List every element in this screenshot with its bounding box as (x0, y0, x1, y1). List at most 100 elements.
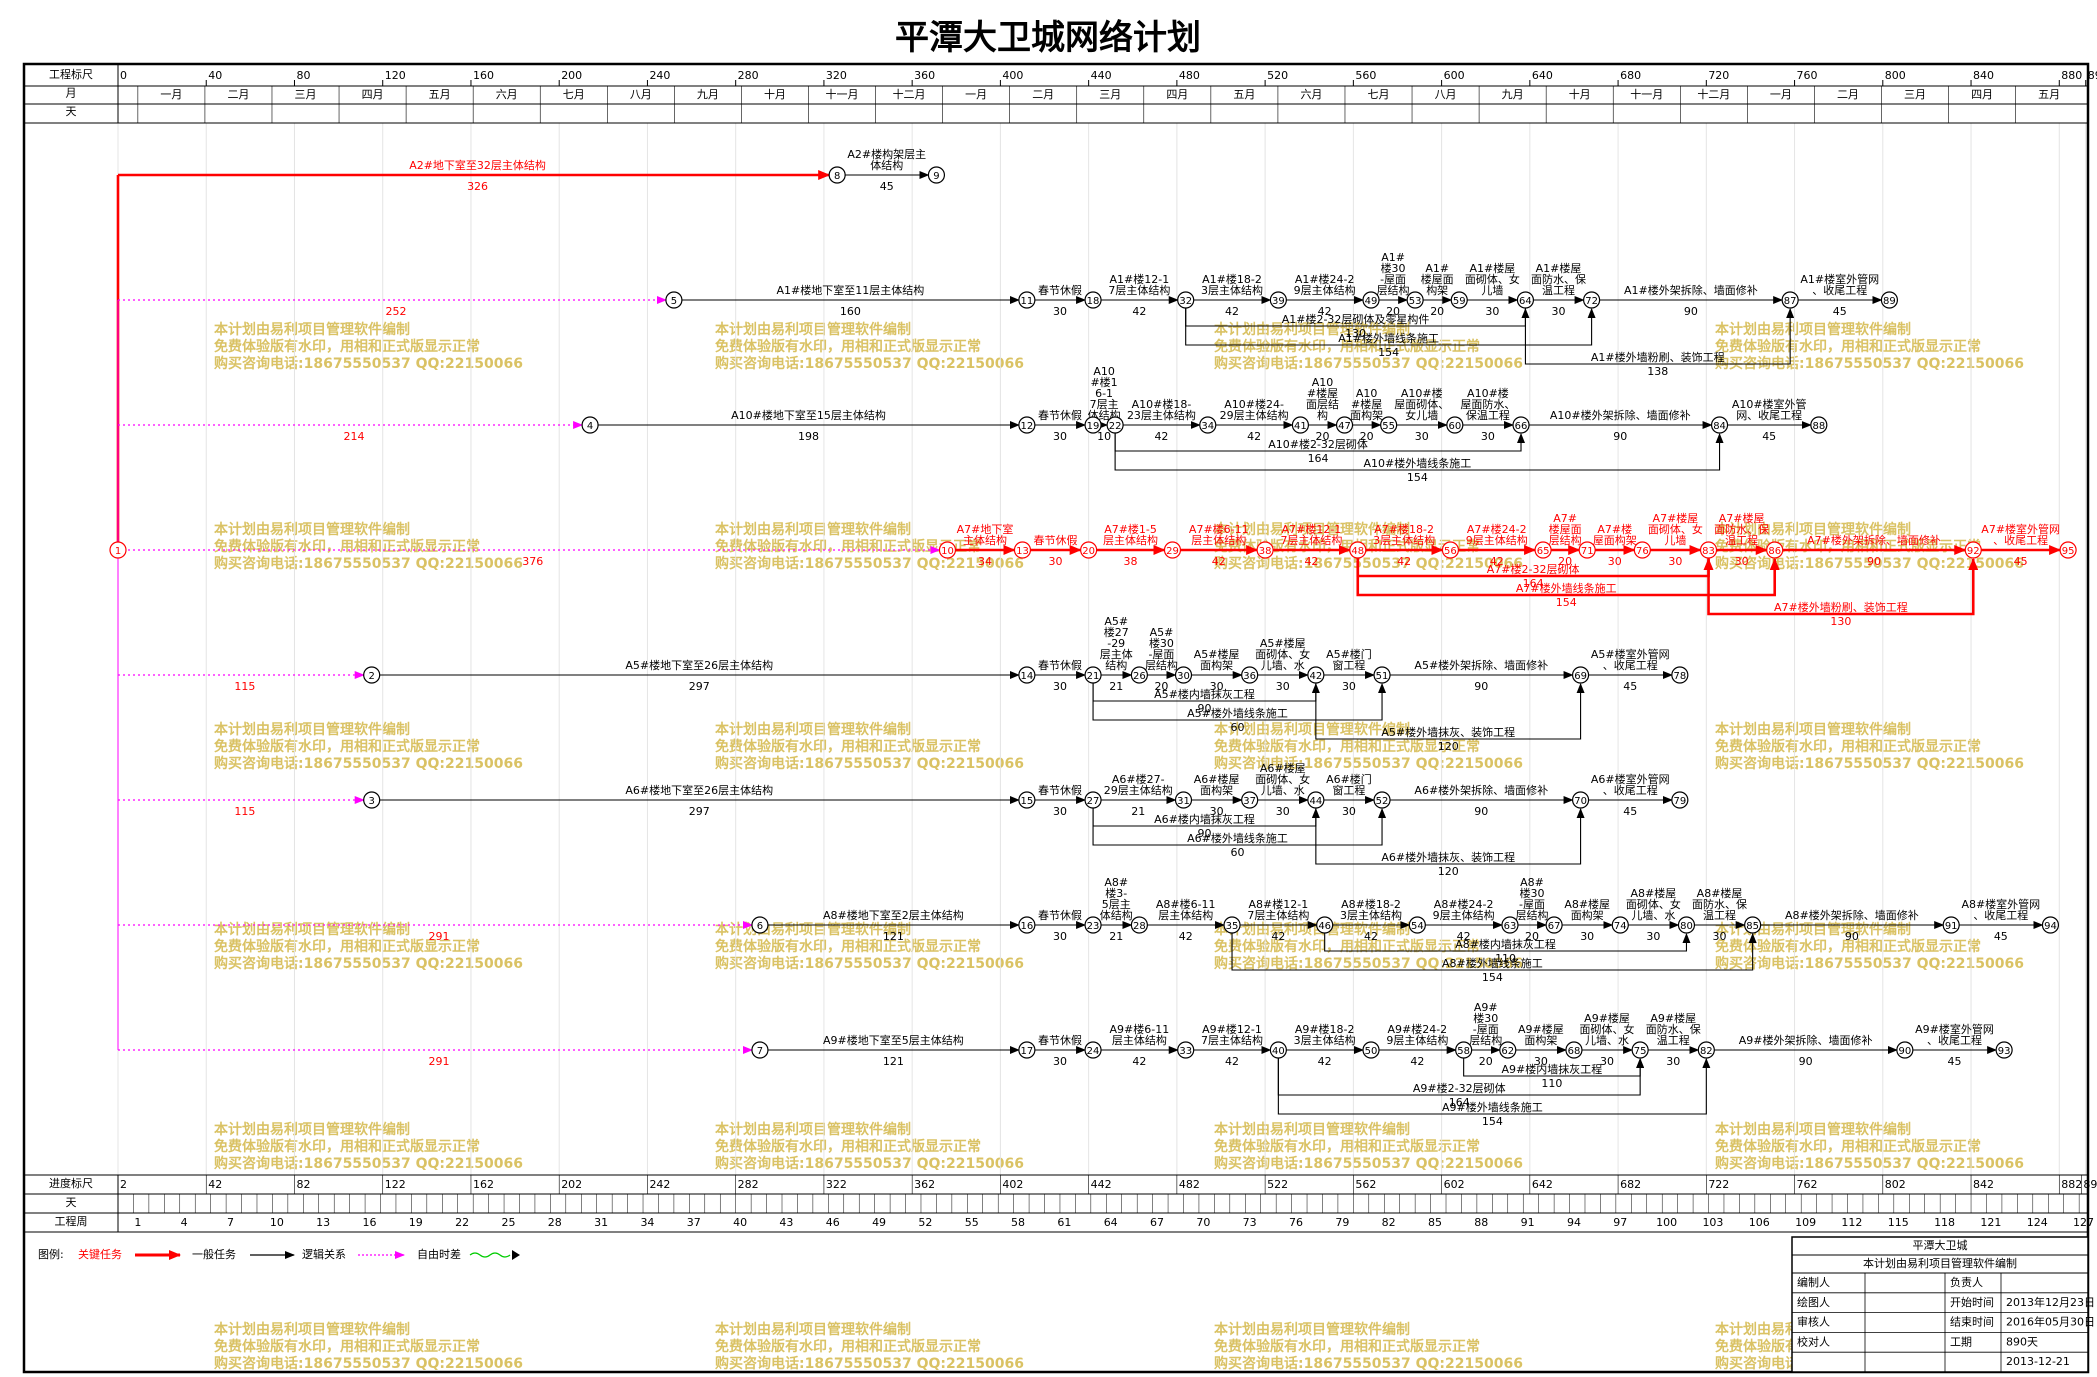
task-duration: 45 (1762, 430, 1776, 443)
task-duration: 30 (1481, 430, 1495, 443)
event-node (1611, 916, 1629, 934)
node-id: 2 (369, 671, 375, 682)
task-name: A1#楼12-1 7层主体结构 (1108, 272, 1170, 297)
watermark: 购买咨询电话:18675550537 QQ:22150066 (1715, 755, 2024, 772)
node-id: 51 (1376, 671, 1389, 682)
week-label: 124 (2027, 1216, 2048, 1229)
progress-label: 2 (120, 1178, 127, 1191)
task-name: 春节休假 (1034, 533, 1078, 547)
branch-arrow (1092, 808, 1387, 846)
task-duration: 30 (1276, 805, 1290, 818)
event-node (1633, 541, 1651, 559)
node-id: 27 (1087, 796, 1100, 807)
node-id: 54 (1411, 921, 1424, 932)
watermark: 本计划由易利项目管理软件编制 (214, 721, 410, 738)
node-id: 13 (1016, 546, 1029, 557)
node-id: 32 (1179, 296, 1192, 307)
week-label: 40 (733, 1216, 747, 1229)
node-id: 44 (1309, 796, 1322, 807)
task-duration: 30 (1342, 805, 1356, 818)
task-duration: 42 (1397, 555, 1411, 568)
node-id: 4 (587, 421, 593, 432)
week-label: 109 (1795, 1216, 1816, 1229)
node-id: 70 (1574, 796, 1587, 807)
task-duration: 30 (1053, 805, 1067, 818)
week-label: 7 (227, 1216, 234, 1229)
month-label: 十二月 (893, 87, 926, 101)
week-label: 73 (1243, 1216, 1257, 1229)
event-node (1578, 541, 1596, 559)
progress-label: 722 (1708, 1178, 1729, 1191)
branch-duration: 154 (1482, 971, 1503, 984)
task-duration: 20 (1430, 305, 1444, 318)
branch-name: A9#楼内墙抹灰工程 (1502, 1062, 1603, 1076)
event-node (1018, 291, 1036, 309)
event-node (1408, 916, 1426, 934)
node-id: 64 (1519, 296, 1532, 307)
watermark: 本计划由易利项目管理软件编制 (1715, 321, 1911, 338)
week-label: 58 (1011, 1216, 1025, 1229)
watermark: 本计划由易利项目管理软件编制 (1214, 321, 1410, 338)
event-node (1571, 666, 1590, 684)
week-label: 94 (1567, 1216, 1581, 1229)
row-label: 进度标尺 (49, 1176, 93, 1190)
event-node (1362, 291, 1380, 309)
node-id: 31 (1177, 796, 1190, 807)
event-node (1349, 541, 1367, 559)
branch-arrow (1315, 808, 1585, 865)
scale-label: 80 (296, 69, 310, 82)
task-duration: 45 (1947, 1055, 1961, 1068)
task-duration: 30 (1666, 1055, 1680, 1068)
legend-float: 自由时差 (417, 1247, 461, 1261)
node-id: 21 (1087, 671, 1100, 682)
branch-arrow (1707, 558, 1979, 616)
progress-label: 802 (1885, 1178, 1906, 1191)
task-name: A9#楼地下室至5层主体结构 (823, 1033, 964, 1047)
task-name: A7#楼屋面构架 (1593, 522, 1637, 547)
month-label: 一月 (965, 88, 987, 101)
event-node (751, 916, 769, 934)
scale-label: 200 (561, 69, 582, 82)
event-node (1080, 541, 1098, 559)
node-id: 35 (1226, 921, 1239, 932)
task-name: A9#楼外架拆除、墙面修补 (1739, 1033, 1873, 1047)
branch-name: A10#楼2-32层砌体 (1268, 437, 1368, 451)
node-id: 34 (1201, 421, 1214, 432)
branch-duration: 154 (1407, 471, 1428, 484)
task-duration: 90 (1684, 305, 1698, 318)
month-label: 十一月 (826, 87, 859, 101)
branch-name: A1#楼2-32层砌体及零星构件 (1282, 312, 1430, 326)
task-name: 春节休假 (1038, 283, 1082, 297)
progress-label: 892 (2083, 1178, 2097, 1191)
watermark: 本计划由易利项目管理软件编制 (214, 1321, 410, 1338)
task-name: A7#楼外架拆除、墙面修补 (1807, 533, 1941, 547)
branch-duration: 154 (1378, 346, 1399, 359)
event-node (363, 666, 381, 684)
task-duration: 90 (1799, 1055, 1813, 1068)
event-node (1018, 916, 1036, 934)
event-node (1241, 666, 1259, 684)
task-name: A5#楼30 -屋面层结构 (1145, 626, 1178, 672)
event-node (1269, 1041, 1287, 1059)
event-node (1446, 416, 1464, 434)
node-id: 6 (757, 921, 763, 932)
task-duration: 291 (428, 930, 449, 943)
task-name: A7#楼1-5 层主体结构 (1103, 522, 1158, 547)
task-name: A9#楼屋面构架 (1518, 1022, 1564, 1047)
task-name: A1#楼屋面砌体、女儿墙 (1465, 261, 1520, 297)
branch-duration: 154 (1482, 1115, 1503, 1128)
event-node (1335, 416, 1354, 434)
title-block-cell: 2013年12月23日 (2006, 1295, 2095, 1309)
node-id: 41 (1294, 421, 1307, 432)
node-id: 94 (2044, 921, 2057, 932)
task-name: A10 #楼屋面层结构 (1306, 376, 1339, 422)
week-label: 121 (1980, 1216, 2001, 1229)
node-id: 86 (1768, 546, 1781, 557)
node-id: 60 (1448, 421, 1461, 432)
task-duration: 30 (1210, 805, 1224, 818)
month-label: 七月 (1368, 88, 1390, 101)
week-label: 91 (1521, 1216, 1535, 1229)
node-id: 5 (671, 296, 677, 307)
node-id: 52 (1376, 796, 1389, 807)
task-name: A8#楼30 -屋面层结构 (1516, 876, 1549, 922)
